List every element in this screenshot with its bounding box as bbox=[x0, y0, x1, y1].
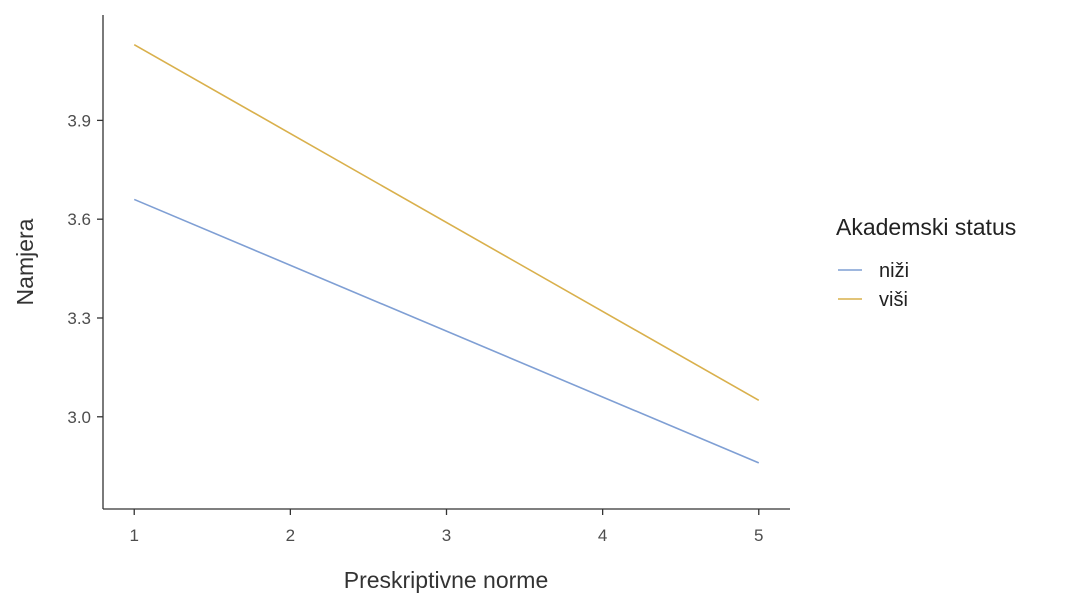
legend-label-1: niži bbox=[879, 260, 909, 282]
y-tick-label: 3.6 bbox=[67, 210, 91, 229]
x-tick-label: 2 bbox=[286, 526, 295, 545]
y-ticks: 3.0 3.3 3.6 3.9 bbox=[67, 111, 103, 427]
y-axis-title: Namjera bbox=[12, 218, 38, 305]
x-tick-label: 5 bbox=[754, 526, 763, 545]
y-tick-label: 3.3 bbox=[67, 309, 91, 328]
series-line-2 bbox=[133, 43, 760, 402]
series-lines bbox=[133, 43, 760, 464]
x-tick-label: 3 bbox=[442, 526, 451, 545]
legend-label-2: viši bbox=[879, 289, 908, 311]
x-tick-label: 4 bbox=[598, 526, 607, 545]
y-tick-label: 3.9 bbox=[67, 111, 91, 130]
x-tick-label: 1 bbox=[129, 526, 138, 545]
legend-title: Akademski status bbox=[836, 214, 1016, 240]
legend-items: niži viši bbox=[838, 260, 909, 311]
x-axis-title: Preskriptivne norme bbox=[344, 567, 549, 593]
legend: Akademski status niži viši bbox=[836, 214, 1016, 311]
x-ticks: 1 2 3 4 5 bbox=[129, 509, 764, 545]
y-tick-label: 3.0 bbox=[67, 408, 91, 427]
series-line-1 bbox=[133, 198, 760, 464]
